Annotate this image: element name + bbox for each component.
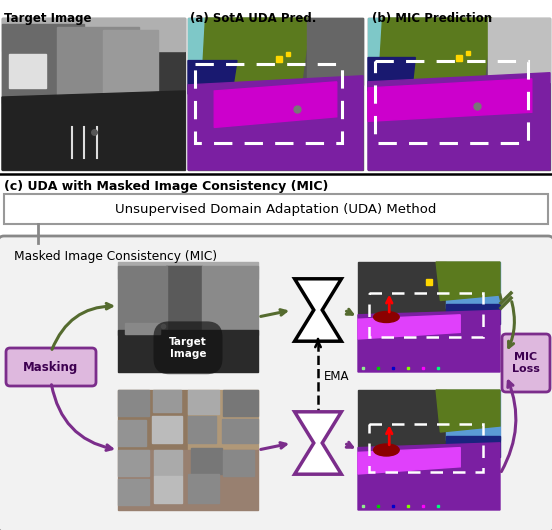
Polygon shape (358, 443, 500, 510)
Bar (369, 293, 483, 337)
Text: (c) UDA with Masked Image Consistency (MIC): (c) UDA with Masked Image Consistency (M… (4, 180, 328, 193)
Bar (375, 60, 528, 143)
Bar (57, 27, 139, 103)
Polygon shape (188, 60, 237, 94)
Polygon shape (295, 412, 341, 474)
Bar (118, 390, 258, 510)
Text: Target Image: Target Image (4, 12, 92, 25)
Bar (358, 262, 500, 372)
Bar (188, 417, 216, 443)
Bar (188, 18, 363, 170)
Bar (195, 64, 342, 143)
Bar (188, 390, 258, 450)
Polygon shape (358, 448, 460, 474)
Bar (118, 330, 258, 372)
Text: Masked Image Consistency (MIC): Masked Image Consistency (MIC) (14, 250, 217, 263)
Text: (a) SotA UDA Pred.: (a) SotA UDA Pred. (190, 12, 316, 25)
Bar (118, 390, 188, 450)
Bar (369, 423, 483, 472)
Bar (2, 18, 185, 170)
FancyBboxPatch shape (502, 334, 550, 392)
Bar (118, 450, 149, 476)
FancyBboxPatch shape (6, 348, 96, 386)
Polygon shape (358, 311, 500, 372)
Bar (118, 262, 258, 372)
Polygon shape (436, 390, 500, 432)
Polygon shape (214, 82, 337, 127)
Text: (b) MIC Prediction: (b) MIC Prediction (372, 12, 492, 25)
Bar (118, 420, 146, 446)
Polygon shape (188, 76, 363, 170)
Polygon shape (368, 79, 532, 121)
Polygon shape (188, 18, 284, 64)
FancyBboxPatch shape (0, 236, 552, 530)
Bar (221, 419, 258, 443)
Polygon shape (2, 91, 185, 170)
Polygon shape (368, 73, 550, 170)
Bar (307, 18, 363, 85)
Text: MIC
Loss: MIC Loss (512, 352, 540, 374)
Bar (223, 450, 254, 476)
Bar (188, 474, 219, 503)
Bar (2, 18, 185, 51)
Bar (118, 479, 149, 505)
Polygon shape (368, 18, 463, 60)
Bar (2, 24, 84, 103)
Bar (368, 18, 550, 170)
Bar (118, 267, 167, 334)
Polygon shape (358, 315, 460, 339)
Bar (191, 448, 221, 474)
Bar (9, 55, 46, 88)
FancyBboxPatch shape (4, 194, 548, 224)
Text: Target
Image: Target Image (169, 337, 207, 359)
Text: Unsupervised Domain Adaptation (UDA) Method: Unsupervised Domain Adaptation (UDA) Met… (115, 202, 437, 216)
Bar (446, 390, 500, 440)
Bar (488, 18, 550, 82)
Bar (446, 262, 500, 308)
Polygon shape (160, 267, 209, 334)
Bar (153, 390, 181, 412)
Polygon shape (379, 18, 492, 79)
Bar (446, 436, 500, 457)
Bar (188, 390, 219, 414)
Polygon shape (295, 279, 341, 341)
Bar (202, 267, 258, 334)
Text: EMA: EMA (324, 370, 349, 383)
Ellipse shape (374, 444, 399, 456)
Bar (155, 476, 182, 503)
Bar (155, 450, 182, 476)
Bar (358, 390, 500, 510)
Bar (358, 390, 446, 450)
Polygon shape (202, 18, 310, 82)
Bar (223, 390, 258, 417)
Ellipse shape (374, 312, 399, 322)
Text: Masking: Masking (23, 360, 78, 374)
Polygon shape (368, 58, 415, 91)
Bar (152, 417, 182, 443)
Bar (358, 262, 446, 317)
Bar (446, 304, 500, 324)
Polygon shape (436, 262, 500, 301)
Bar (118, 262, 258, 278)
Bar (118, 450, 258, 510)
Bar (118, 390, 149, 417)
Bar (125, 322, 160, 333)
Bar (103, 30, 157, 100)
